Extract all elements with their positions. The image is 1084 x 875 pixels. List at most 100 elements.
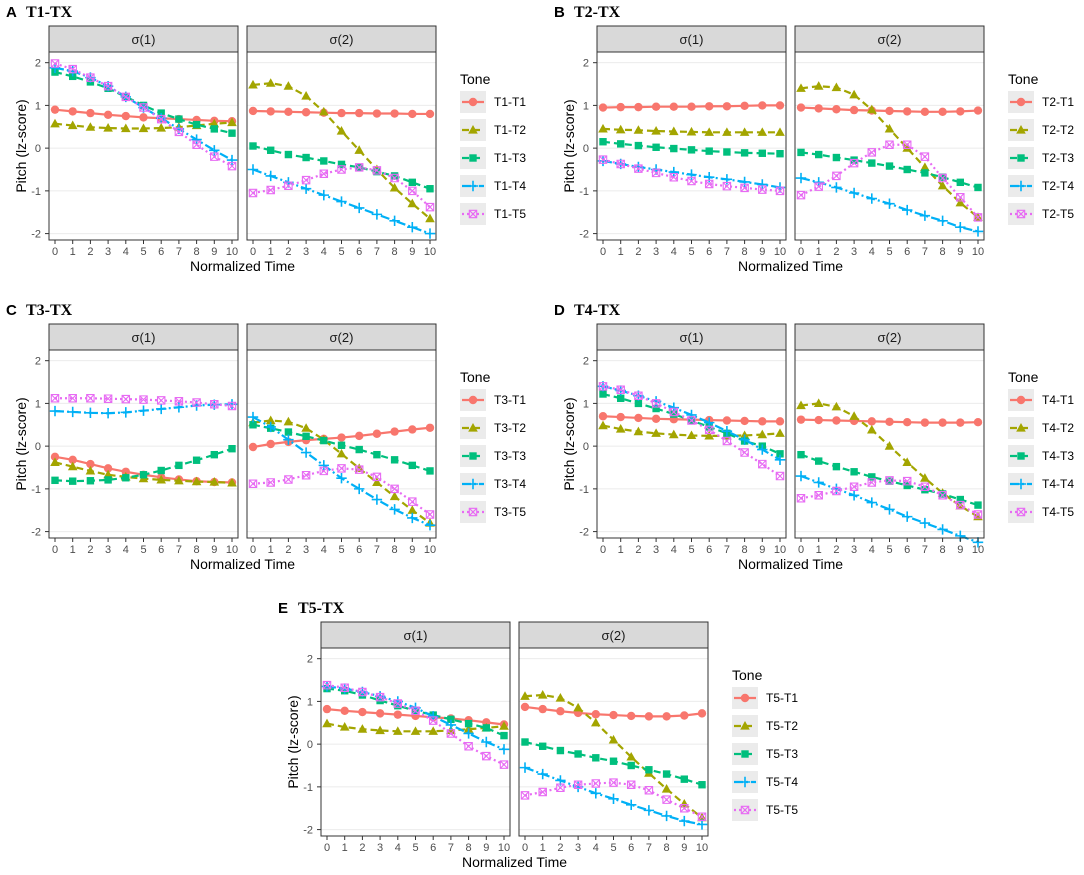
- data-point-T2-T5: [938, 173, 947, 183]
- data-point-T5-T4: [590, 788, 601, 799]
- data-point-T3-T4: [300, 447, 312, 458]
- data-point-T5-T1: [591, 710, 600, 719]
- data-point-T2-T3: [956, 178, 964, 187]
- data-point-T1-T3: [284, 150, 293, 159]
- data-point-T3-T3: [104, 476, 112, 484]
- data-point-T5-T5: [609, 778, 618, 787]
- legend-label: T5-T4: [766, 775, 798, 789]
- data-point-T3-T4: [156, 403, 167, 415]
- data-point-T4-T4: [902, 511, 913, 522]
- y-tick-label: 1: [35, 398, 41, 410]
- data-point-T2-T5: [867, 148, 877, 157]
- plot-area: [795, 52, 984, 240]
- y-axis-title: Pitch (lz-score): [13, 397, 29, 490]
- x-tick-label: 2: [833, 544, 839, 556]
- x-tick-label: 5: [886, 544, 892, 556]
- x-tick-label: 3: [377, 842, 383, 854]
- data-point-T1-T3: [228, 129, 236, 137]
- data-point-T4-T4: [937, 524, 948, 535]
- data-point-T3-T3: [157, 466, 165, 475]
- x-tick-label: 6: [356, 544, 362, 556]
- legend-label: T3-T5: [494, 505, 526, 519]
- legend-title: Tone: [460, 369, 491, 385]
- plot-area: [247, 52, 436, 240]
- data-point-T3-T3: [302, 432, 310, 441]
- data-point-T5-T3: [645, 766, 653, 774]
- x-tick-label: 9: [957, 246, 963, 258]
- data-point-T1-T5: [156, 114, 166, 124]
- data-point-T3-T5: [284, 475, 293, 484]
- series-line-T1-T5: [54, 62, 233, 168]
- data-point-T4-T2: [920, 473, 930, 482]
- x-tick-label: 10: [424, 246, 436, 258]
- data-point-T2-T5: [758, 185, 767, 194]
- legend-label: T4-T2: [1042, 421, 1074, 435]
- data-point-T1-T4: [407, 221, 418, 233]
- data-point-T4-T1: [885, 417, 894, 426]
- data-point-T1-T2: [138, 123, 149, 133]
- data-point-T2-T1: [740, 101, 749, 111]
- data-point-T1-T2: [248, 79, 258, 89]
- x-tick-label: 9: [211, 544, 217, 556]
- data-point-T4-T5: [704, 425, 714, 435]
- x-tick-label: 1: [816, 246, 822, 258]
- legend-key-marker: [469, 154, 477, 162]
- data-point-T2-T5: [902, 140, 912, 149]
- data-point-T5-T4: [661, 810, 672, 822]
- data-point-T4-T1: [740, 416, 749, 426]
- data-point-T5-T5: [626, 780, 636, 789]
- data-point-T2-T5: [634, 164, 643, 173]
- data-point-T1-T5: [174, 127, 184, 137]
- data-point-T3-T5: [103, 394, 113, 403]
- data-point-T2-T4: [795, 172, 807, 184]
- data-point-T2-T4: [937, 215, 948, 226]
- data-point-T3-T1: [408, 425, 417, 434]
- legend-label: T5-T2: [766, 719, 798, 733]
- x-tick-label: 8: [392, 246, 398, 258]
- data-point-T1-T4: [318, 189, 329, 201]
- y-axis-title: Pitch (lz-score): [561, 99, 577, 192]
- x-tick-label: 10: [774, 544, 786, 556]
- legend-key-marker: [740, 805, 750, 815]
- x-axis-title: Normalized Time: [738, 258, 843, 274]
- data-point-T5-T3: [482, 724, 490, 732]
- data-point-T4-T5: [775, 471, 785, 481]
- y-axis-title: Pitch (lz-score): [285, 695, 301, 788]
- facet-strip-label: σ(2): [878, 330, 902, 345]
- data-point-T2-T1: [903, 107, 912, 116]
- legend-key-marker: [1016, 507, 1026, 517]
- data-point-T1-T5: [192, 140, 201, 149]
- data-point-T4-T4: [721, 425, 733, 437]
- data-point-T4-T5: [687, 416, 696, 425]
- data-point-T4-T5: [616, 385, 625, 394]
- data-point-T1-T5: [301, 175, 311, 185]
- data-point-T4-T4: [686, 409, 697, 421]
- data-point-T5-T4: [519, 762, 531, 773]
- x-tick-label: 5: [886, 246, 892, 258]
- data-point-T5-T1: [358, 707, 367, 717]
- y-tick-label: 1: [583, 100, 589, 112]
- facet-strip: [596, 323, 787, 351]
- data-point-T3-T1: [337, 433, 346, 442]
- data-point-T4-T3: [850, 468, 858, 476]
- data-point-T4-T5: [920, 482, 930, 491]
- data-point-T4-T1: [903, 418, 912, 427]
- data-point-T1-T5: [354, 163, 364, 172]
- x-axis-title: Normalized Time: [738, 556, 843, 572]
- data-point-T4-T1: [832, 416, 841, 425]
- plot-area: [49, 52, 238, 240]
- y-tick-label: 0: [35, 143, 41, 155]
- data-point-T2-T4: [884, 198, 895, 209]
- data-point-T3-T5: [425, 510, 435, 519]
- x-tick-label: 4: [321, 246, 327, 258]
- x-tick-label: 3: [105, 246, 111, 258]
- x-tick-label: 2: [635, 544, 641, 556]
- x-tick-label: 6: [430, 842, 436, 854]
- x-tick-label: 8: [940, 246, 946, 258]
- facet-strip-label: σ(1): [680, 32, 704, 47]
- data-point-T3-T3: [228, 445, 236, 453]
- y-tick-label: 1: [583, 398, 589, 410]
- data-point-T2-T3: [974, 183, 982, 192]
